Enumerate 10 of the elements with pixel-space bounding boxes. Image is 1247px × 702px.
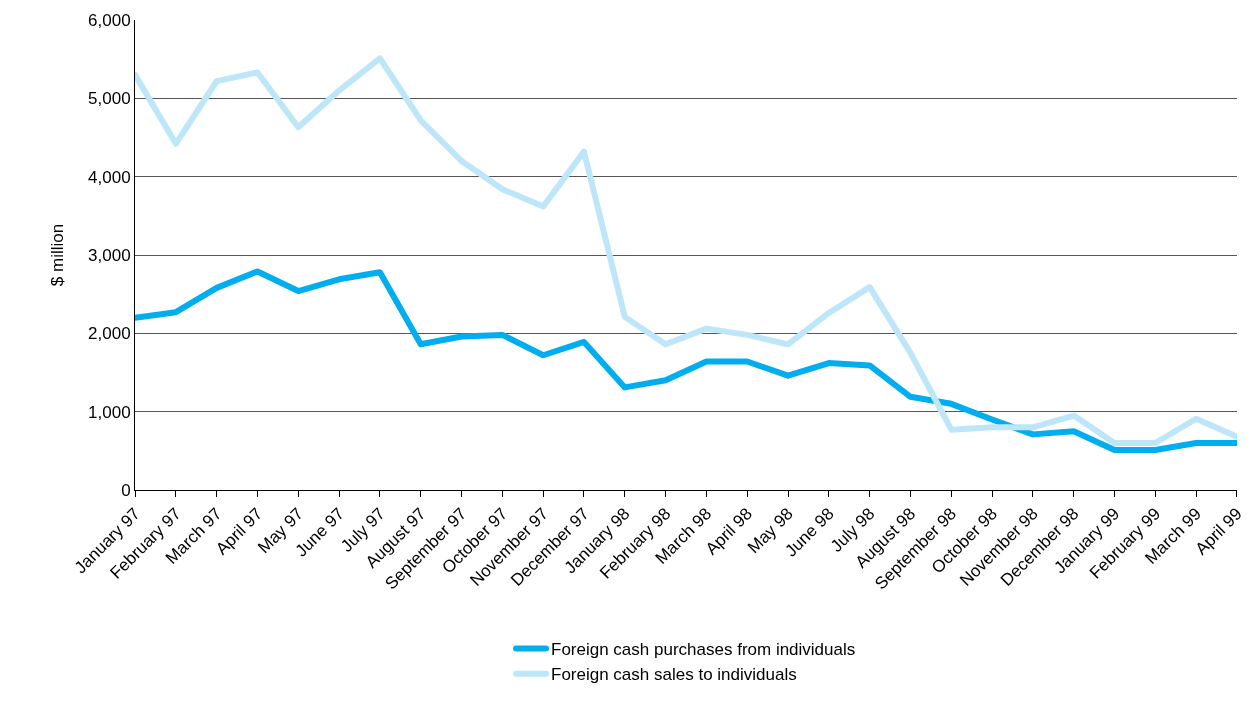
y-tick-label: 4,000	[88, 167, 131, 187]
y-tick-label: 2,000	[88, 324, 131, 344]
legend-label: Foreign cash sales to individuals	[551, 665, 797, 685]
y-tick-label: 3,000	[88, 245, 131, 265]
legend-label: Foreign cash purchases from individuals	[551, 640, 856, 660]
y-tick-label: 6,000	[88, 10, 131, 30]
y-tick-label: 0	[121, 480, 131, 500]
y-axis-title: $ million	[47, 223, 67, 287]
y-tick-label: 1,000	[88, 402, 131, 422]
y-tick-label: 5,000	[88, 89, 131, 109]
